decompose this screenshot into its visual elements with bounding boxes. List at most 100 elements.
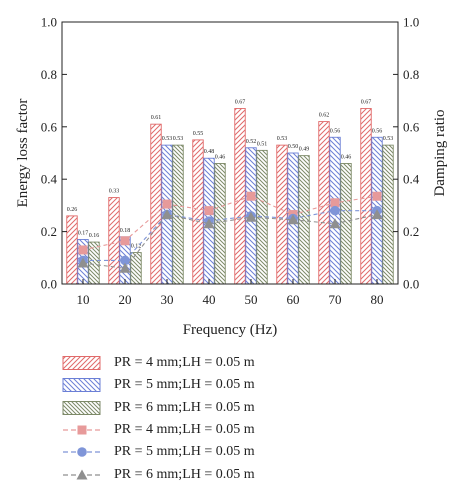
bar-pr4-50hz <box>234 108 246 285</box>
y-tick-label-right: 1.0 <box>403 15 419 30</box>
bar-pr4-20hz <box>108 197 120 285</box>
bars-layer <box>66 108 394 285</box>
marker-pr6-70hz <box>329 218 341 229</box>
bar-value-label: 0.17 <box>78 230 89 236</box>
y-tick-label-left: 0.4 <box>41 172 58 187</box>
line-pr6 <box>82 213 378 269</box>
bar-pr4-80hz <box>360 108 372 285</box>
marker-pr4-30hz <box>162 199 172 209</box>
bar-value-label: 0.33 <box>109 189 120 195</box>
bar-value-label: 0.50 <box>288 144 299 150</box>
y-tick-label-left: 0.6 <box>41 119 58 134</box>
x-tick-label: 60 <box>287 292 300 307</box>
lines-layer <box>77 191 383 273</box>
legend-swatch-bar-pr4-icon <box>62 356 101 371</box>
bar-value-label: 0.51 <box>257 141 268 147</box>
y-tick-label-right: 0.6 <box>403 119 420 134</box>
bar-value-label: 0.49 <box>299 147 310 153</box>
bar-pr6-40hz <box>214 163 226 285</box>
bar-pr4-30hz <box>150 123 162 285</box>
marker-pr4-40hz <box>204 206 214 216</box>
legend-label: PR = 5 mm;LH = 0.05 m <box>114 377 255 393</box>
bar-value-label: 0.48 <box>204 149 215 155</box>
y-tick-label-left: 0.8 <box>41 67 57 82</box>
bar-value-label: 0.67 <box>361 99 372 105</box>
marker-pr4-80hz <box>372 191 382 201</box>
y-tick-label-left: 0.2 <box>41 224 57 239</box>
marker-pr6-20hz <box>119 262 131 273</box>
marker-pr5-70hz <box>330 205 340 216</box>
bar-pr6-80hz <box>382 144 394 285</box>
x-tick-label: 80 <box>371 292 384 307</box>
marker-pr4-20hz <box>120 236 130 246</box>
legend-label: PR = 4 mm;LH = 0.05 m <box>114 422 255 438</box>
marker-pr5-20hz <box>120 255 130 266</box>
marker-pr6-10hz <box>77 257 89 268</box>
bar-pr4-70hz <box>318 121 330 285</box>
line-pr4 <box>82 195 378 251</box>
marker-pr4-70hz <box>330 198 340 208</box>
bar-value-label: 0.55 <box>193 131 204 137</box>
bar-pr6-30hz <box>172 144 184 285</box>
plot-frame <box>61 21 399 285</box>
line-pr5 <box>83 210 377 261</box>
x-tick-label: 70 <box>329 292 342 307</box>
legend-label: PR = 6 mm;LH = 0.05 m <box>114 466 255 482</box>
bar-value-label: 0.46 <box>215 154 226 160</box>
bar-pr6-20hz <box>130 252 142 285</box>
bar-value-label: 0.12 <box>131 244 142 250</box>
bar-value-label: 0.56 <box>330 128 341 134</box>
legend-item-line-pr6: PR = 6 mm;LH = 0.05 m <box>62 463 382 485</box>
x-tick-label: 20 <box>119 292 132 307</box>
legend-item-bar-pr6: PR = 6 mm;LH = 0.05 m <box>62 397 382 419</box>
bar-value-label: 0.26 <box>67 207 78 213</box>
legend-marker-triangle-icon <box>63 469 101 480</box>
legend-label: PR = 4 mm;LH = 0.05 m <box>114 355 255 371</box>
bar-value-label: 0.53 <box>162 136 173 142</box>
marker-pr6-40hz <box>203 218 215 229</box>
legend-item-bar-pr4: PR = 4 mm;LH = 0.05 m <box>62 352 382 374</box>
bar-value-label: 0.62 <box>319 113 330 119</box>
legend-item-line-pr4: PR = 4 mm;LH = 0.05 m <box>62 419 382 441</box>
bar-value-label: 0.16 <box>89 233 100 239</box>
y-axis-title-right: Damping ratio <box>432 109 448 196</box>
y-tick-label-left: 0.0 <box>41 277 57 292</box>
marker-pr4-50hz <box>246 191 256 201</box>
legend-label: PR = 5 mm;LH = 0.05 m <box>114 444 255 460</box>
bar-labels-layer: 0.26 0.33 0.61 0.55 0.67 0.53 0.62 0.67 0.17 0.18… <box>67 99 394 249</box>
bar-value-label: 0.46 <box>341 154 352 160</box>
bar-value-label: 0.61 <box>151 115 162 121</box>
marker-pr6-30hz <box>161 209 173 220</box>
y-tick-label-right: 0.8 <box>403 67 419 82</box>
x-tick-label: 10 <box>77 292 90 307</box>
marker-pr6-50hz <box>245 211 257 222</box>
marker-pr4-10hz <box>78 245 88 255</box>
x-tick-label: 40 <box>203 292 216 307</box>
legend-swatch-bar-pr6-icon <box>62 400 101 415</box>
y-tick-label-right: 0.2 <box>403 224 419 239</box>
y-axis-title-left: Energy loss factor <box>15 99 31 208</box>
bar-value-label: 0.53 <box>383 136 394 142</box>
legend: PR = 4 mm;LH = 0.05 m PR = 5 mm;LH = 0.0… <box>62 352 382 486</box>
legend-swatch-bar-pr5-icon <box>62 378 101 393</box>
bar-value-label: 0.52 <box>246 139 257 145</box>
legend-marker-circle-icon <box>63 447 101 458</box>
legend-item-line-pr5: PR = 5 mm;LH = 0.05 m <box>62 441 382 463</box>
bar-pr4-60hz <box>276 144 288 285</box>
marker-pr6-60hz <box>287 214 299 225</box>
bar-value-label: 0.67 <box>235 99 246 105</box>
marker-pr6-80hz <box>371 209 383 220</box>
bar-value-label: 0.53 <box>277 136 288 142</box>
bar-value-label: 0.53 <box>173 136 184 142</box>
bar-value-label: 0.56 <box>372 128 383 134</box>
y-tick-label-left: 1.0 <box>41 15 57 30</box>
bar-pr6-60hz <box>298 155 310 285</box>
x-axis-title: Frequency (Hz) <box>183 322 278 338</box>
legend-label: PR = 6 mm;LH = 0.05 m <box>114 399 255 415</box>
x-tick-label: 50 <box>245 292 258 307</box>
bar-pr6-70hz <box>340 163 352 285</box>
bar-pr4-10hz <box>66 215 78 285</box>
bar-value-label: 0.18 <box>120 228 131 234</box>
bar-pr4-40hz <box>192 139 204 285</box>
